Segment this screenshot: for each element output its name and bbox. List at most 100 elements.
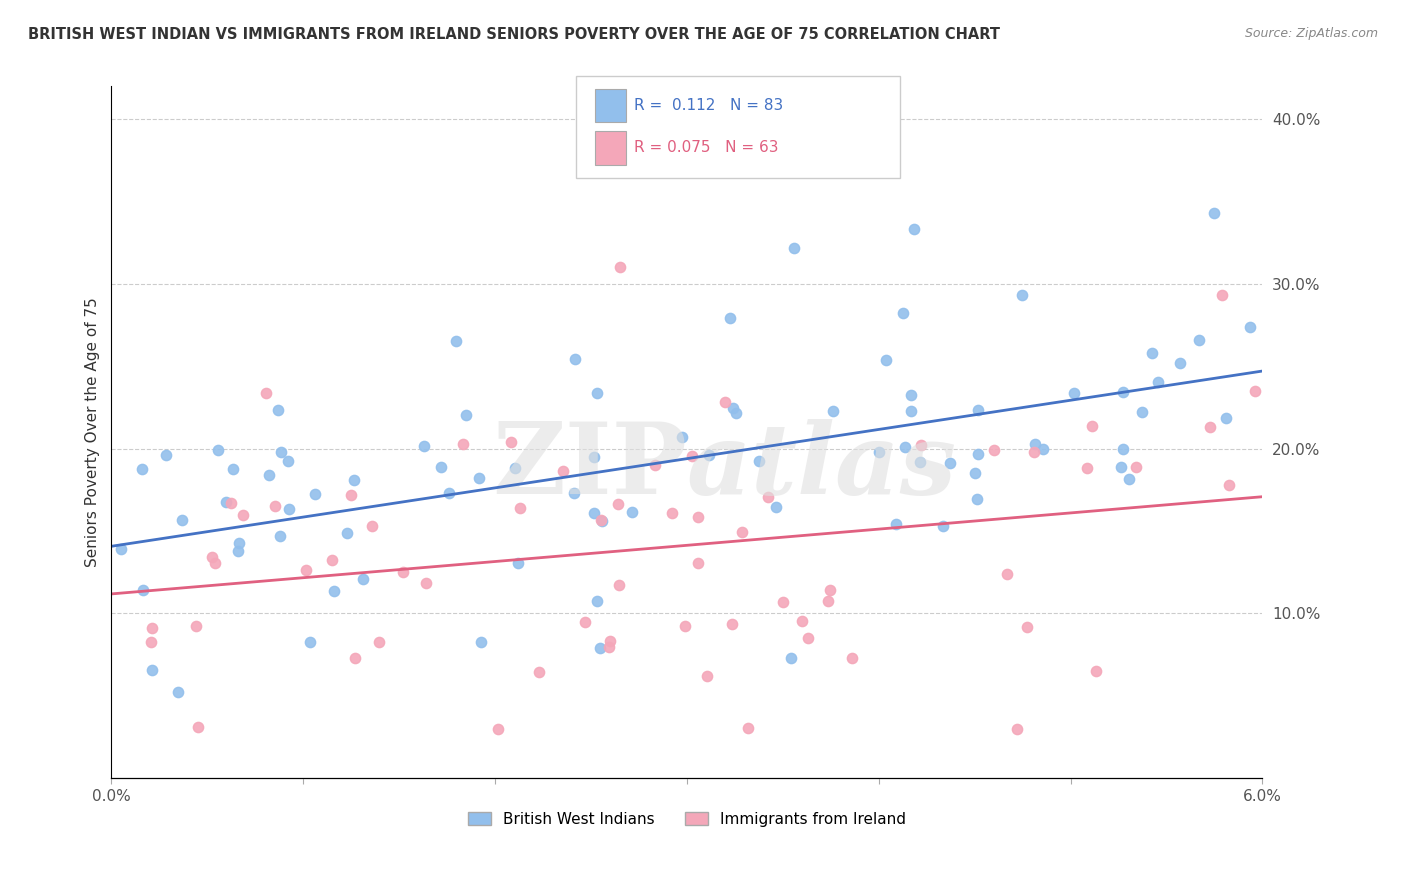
Point xyxy=(1198,420,1220,434)
Point xyxy=(1125,460,1147,475)
Point xyxy=(277,454,299,468)
Point xyxy=(269,528,291,542)
Point xyxy=(644,458,666,472)
Point xyxy=(1063,386,1085,401)
Point xyxy=(304,487,326,501)
Point xyxy=(875,352,897,367)
Point xyxy=(779,651,801,665)
Point xyxy=(721,617,744,632)
Point xyxy=(298,635,321,649)
Point xyxy=(267,403,290,417)
Point xyxy=(893,440,915,454)
Point xyxy=(1007,722,1029,736)
Point xyxy=(1024,444,1046,458)
Point xyxy=(141,621,163,635)
Point xyxy=(1244,384,1267,398)
Point xyxy=(1024,437,1046,451)
Point xyxy=(187,720,209,734)
Point xyxy=(343,650,366,665)
Point xyxy=(430,460,453,475)
Point xyxy=(1204,205,1226,219)
Point xyxy=(1188,333,1211,347)
Point xyxy=(336,525,359,540)
Point xyxy=(582,450,605,464)
Point xyxy=(277,502,299,516)
Point xyxy=(609,260,631,275)
Text: R = 0.075   N = 63: R = 0.075 N = 63 xyxy=(634,140,779,155)
Point xyxy=(967,447,990,461)
Point xyxy=(505,460,527,475)
Point xyxy=(1111,459,1133,474)
Point xyxy=(817,594,839,608)
Point xyxy=(1140,346,1163,360)
Point xyxy=(697,448,720,462)
Point xyxy=(131,462,153,476)
Point xyxy=(607,578,630,592)
Point xyxy=(1130,405,1153,419)
Point xyxy=(621,505,644,519)
Point xyxy=(139,634,162,648)
Point xyxy=(903,221,925,235)
Point xyxy=(155,448,177,462)
Point xyxy=(340,488,363,502)
Point xyxy=(1076,461,1098,475)
Point xyxy=(1084,664,1107,678)
Point xyxy=(671,430,693,444)
Point xyxy=(343,473,366,487)
Point xyxy=(470,635,492,649)
Point xyxy=(444,334,467,349)
Point xyxy=(673,618,696,632)
Point xyxy=(591,514,613,528)
Point xyxy=(132,583,155,598)
Point xyxy=(322,584,344,599)
Point xyxy=(908,455,931,469)
Point xyxy=(868,445,890,459)
Point xyxy=(564,351,586,366)
Point xyxy=(586,385,609,400)
Point xyxy=(797,632,820,646)
Point xyxy=(821,404,844,418)
Point xyxy=(1011,288,1033,302)
Point xyxy=(997,566,1019,581)
Point xyxy=(714,395,737,409)
Point xyxy=(184,619,207,633)
Point xyxy=(167,685,190,699)
Text: ZIP: ZIP xyxy=(492,418,688,516)
Point xyxy=(259,468,281,483)
Point xyxy=(1118,472,1140,486)
Point xyxy=(527,665,550,679)
Point xyxy=(207,443,229,458)
Point xyxy=(589,513,612,527)
Point xyxy=(1032,442,1054,456)
Y-axis label: Seniors Poverty Over the Age of 75: Seniors Poverty Over the Age of 75 xyxy=(86,297,100,567)
Point xyxy=(551,464,574,478)
Point xyxy=(321,553,343,567)
Point xyxy=(1215,411,1237,425)
Point xyxy=(352,572,374,586)
Point xyxy=(681,450,703,464)
Point xyxy=(219,496,242,510)
Point xyxy=(586,594,609,608)
Point xyxy=(737,721,759,735)
Point xyxy=(562,486,585,500)
Point xyxy=(270,445,292,459)
Point xyxy=(686,509,709,524)
Point xyxy=(891,305,914,319)
Point xyxy=(765,500,787,514)
Point xyxy=(718,310,741,325)
Point xyxy=(392,565,415,579)
Point xyxy=(599,634,621,648)
Point xyxy=(486,722,509,736)
Point xyxy=(661,506,683,520)
Point xyxy=(983,443,1005,458)
Point xyxy=(588,641,610,656)
Point xyxy=(413,439,436,453)
Point xyxy=(598,640,620,655)
Point xyxy=(439,486,461,500)
Point xyxy=(1015,620,1038,634)
Point xyxy=(818,582,841,597)
Point xyxy=(910,438,932,452)
Point xyxy=(232,508,254,522)
Point xyxy=(1112,442,1135,457)
Point xyxy=(686,556,709,570)
